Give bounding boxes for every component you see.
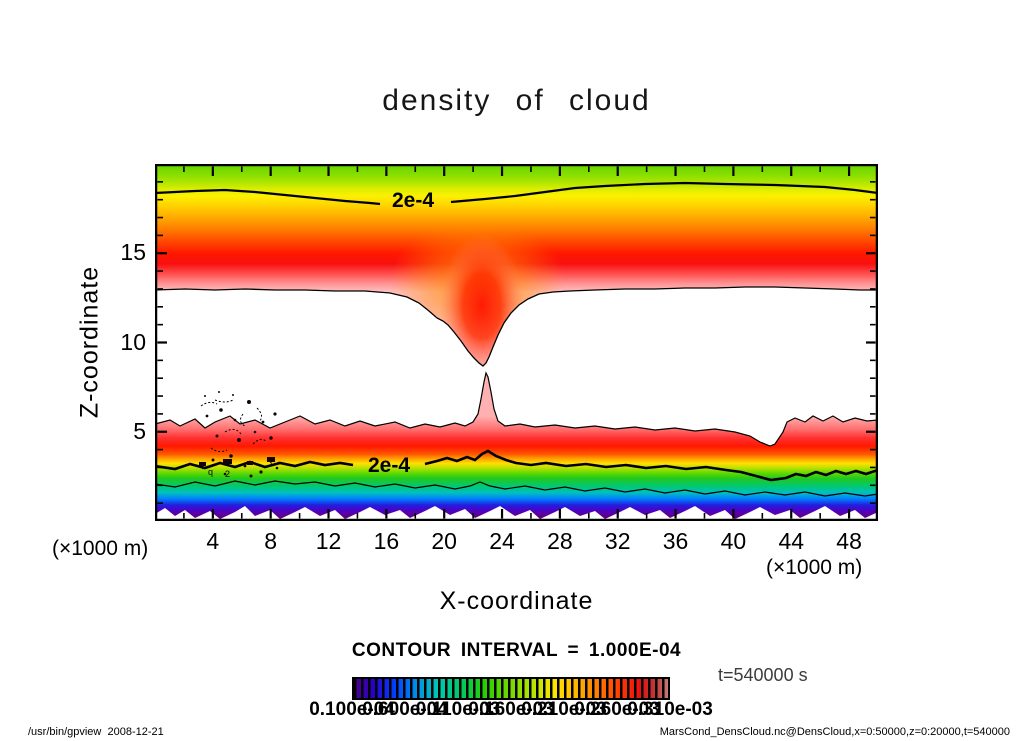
axis-ticks [157,166,876,519]
dataset-footer: MarsCond_DensCloud.nc@DensCloud,x=0:5000… [659,726,1010,738]
chart-title: density of cloud [382,84,651,117]
x-tick-label: 8 [264,528,278,554]
x-tick-label: 16 [373,528,400,554]
contour-label-upper: 2e-4 [392,189,434,212]
colorbar [352,677,670,700]
y-tick-label: 10 [120,328,146,355]
colorbar-tick-label: 0.210e-03 [521,699,607,720]
x-tick-label: 28 [547,528,573,554]
x-tick-label: 48 [836,528,862,554]
contour-plot-svg: 2e-4 2e-4 [155,164,878,521]
colorbar-tick-label: 0.100e-04 [309,699,395,720]
plot-area: 2e-4 2e-4 [155,164,878,521]
x-tick-label: 32 [604,528,631,554]
contour-interval-label: CONTOUR INTERVAL = 1.000E-04 [351,640,682,661]
x-tick-label: 20 [431,528,457,554]
y-axis-unit-label: (×1000 m) [52,537,149,560]
contour-line-2e-4-lower [155,449,878,482]
contour-line-2e-4-upper [155,181,878,206]
y-tick-label: 15 [120,239,146,266]
svg-text:q: q [208,467,213,477]
colorbar-tick-label: 0.160e-03 [468,699,554,720]
contour-label-lower: 2e-4 [368,454,410,477]
colorbar-tick-label: 0.110e-03 [415,699,501,720]
y-tick-label: 5 [133,417,146,444]
colorbar-tick-label: 0.310e-03 [627,699,713,720]
time-label: t=540000 s [718,665,808,685]
colorbar-tick-label: 0.600e-04 [362,699,448,720]
x-axis-title: X-coordinate [439,587,594,615]
contour-line-thin-lower [155,480,878,497]
command-footer: /usr/bin/gpview 2008-12-21 [28,726,164,738]
plot-frame [155,164,878,521]
x-tick-label: 24 [489,528,515,554]
x-axis-unit-label: (×1000 m) [766,556,863,579]
lower-cloud-deck [155,371,878,519]
x-tick-label: 4 [206,528,220,554]
x-tick-labels: 4 8 12 16 20 24 28 32 36 40 44 48 [155,528,878,554]
colorbar-tick-labels: 0.100e-04 0.600e-04 0.110e-03 0.160e-03 0.21… [309,699,713,723]
x-tick-label: 36 [662,528,689,554]
colorbar-tick-label: 0.260e-03 [574,699,660,720]
x-tick-label: 44 [778,528,805,554]
svg-text:2: 2 [225,469,230,479]
noise-contours: q 2 [199,391,280,479]
x-tick-label: 12 [315,528,342,554]
x-tick-label: 40 [720,528,747,554]
